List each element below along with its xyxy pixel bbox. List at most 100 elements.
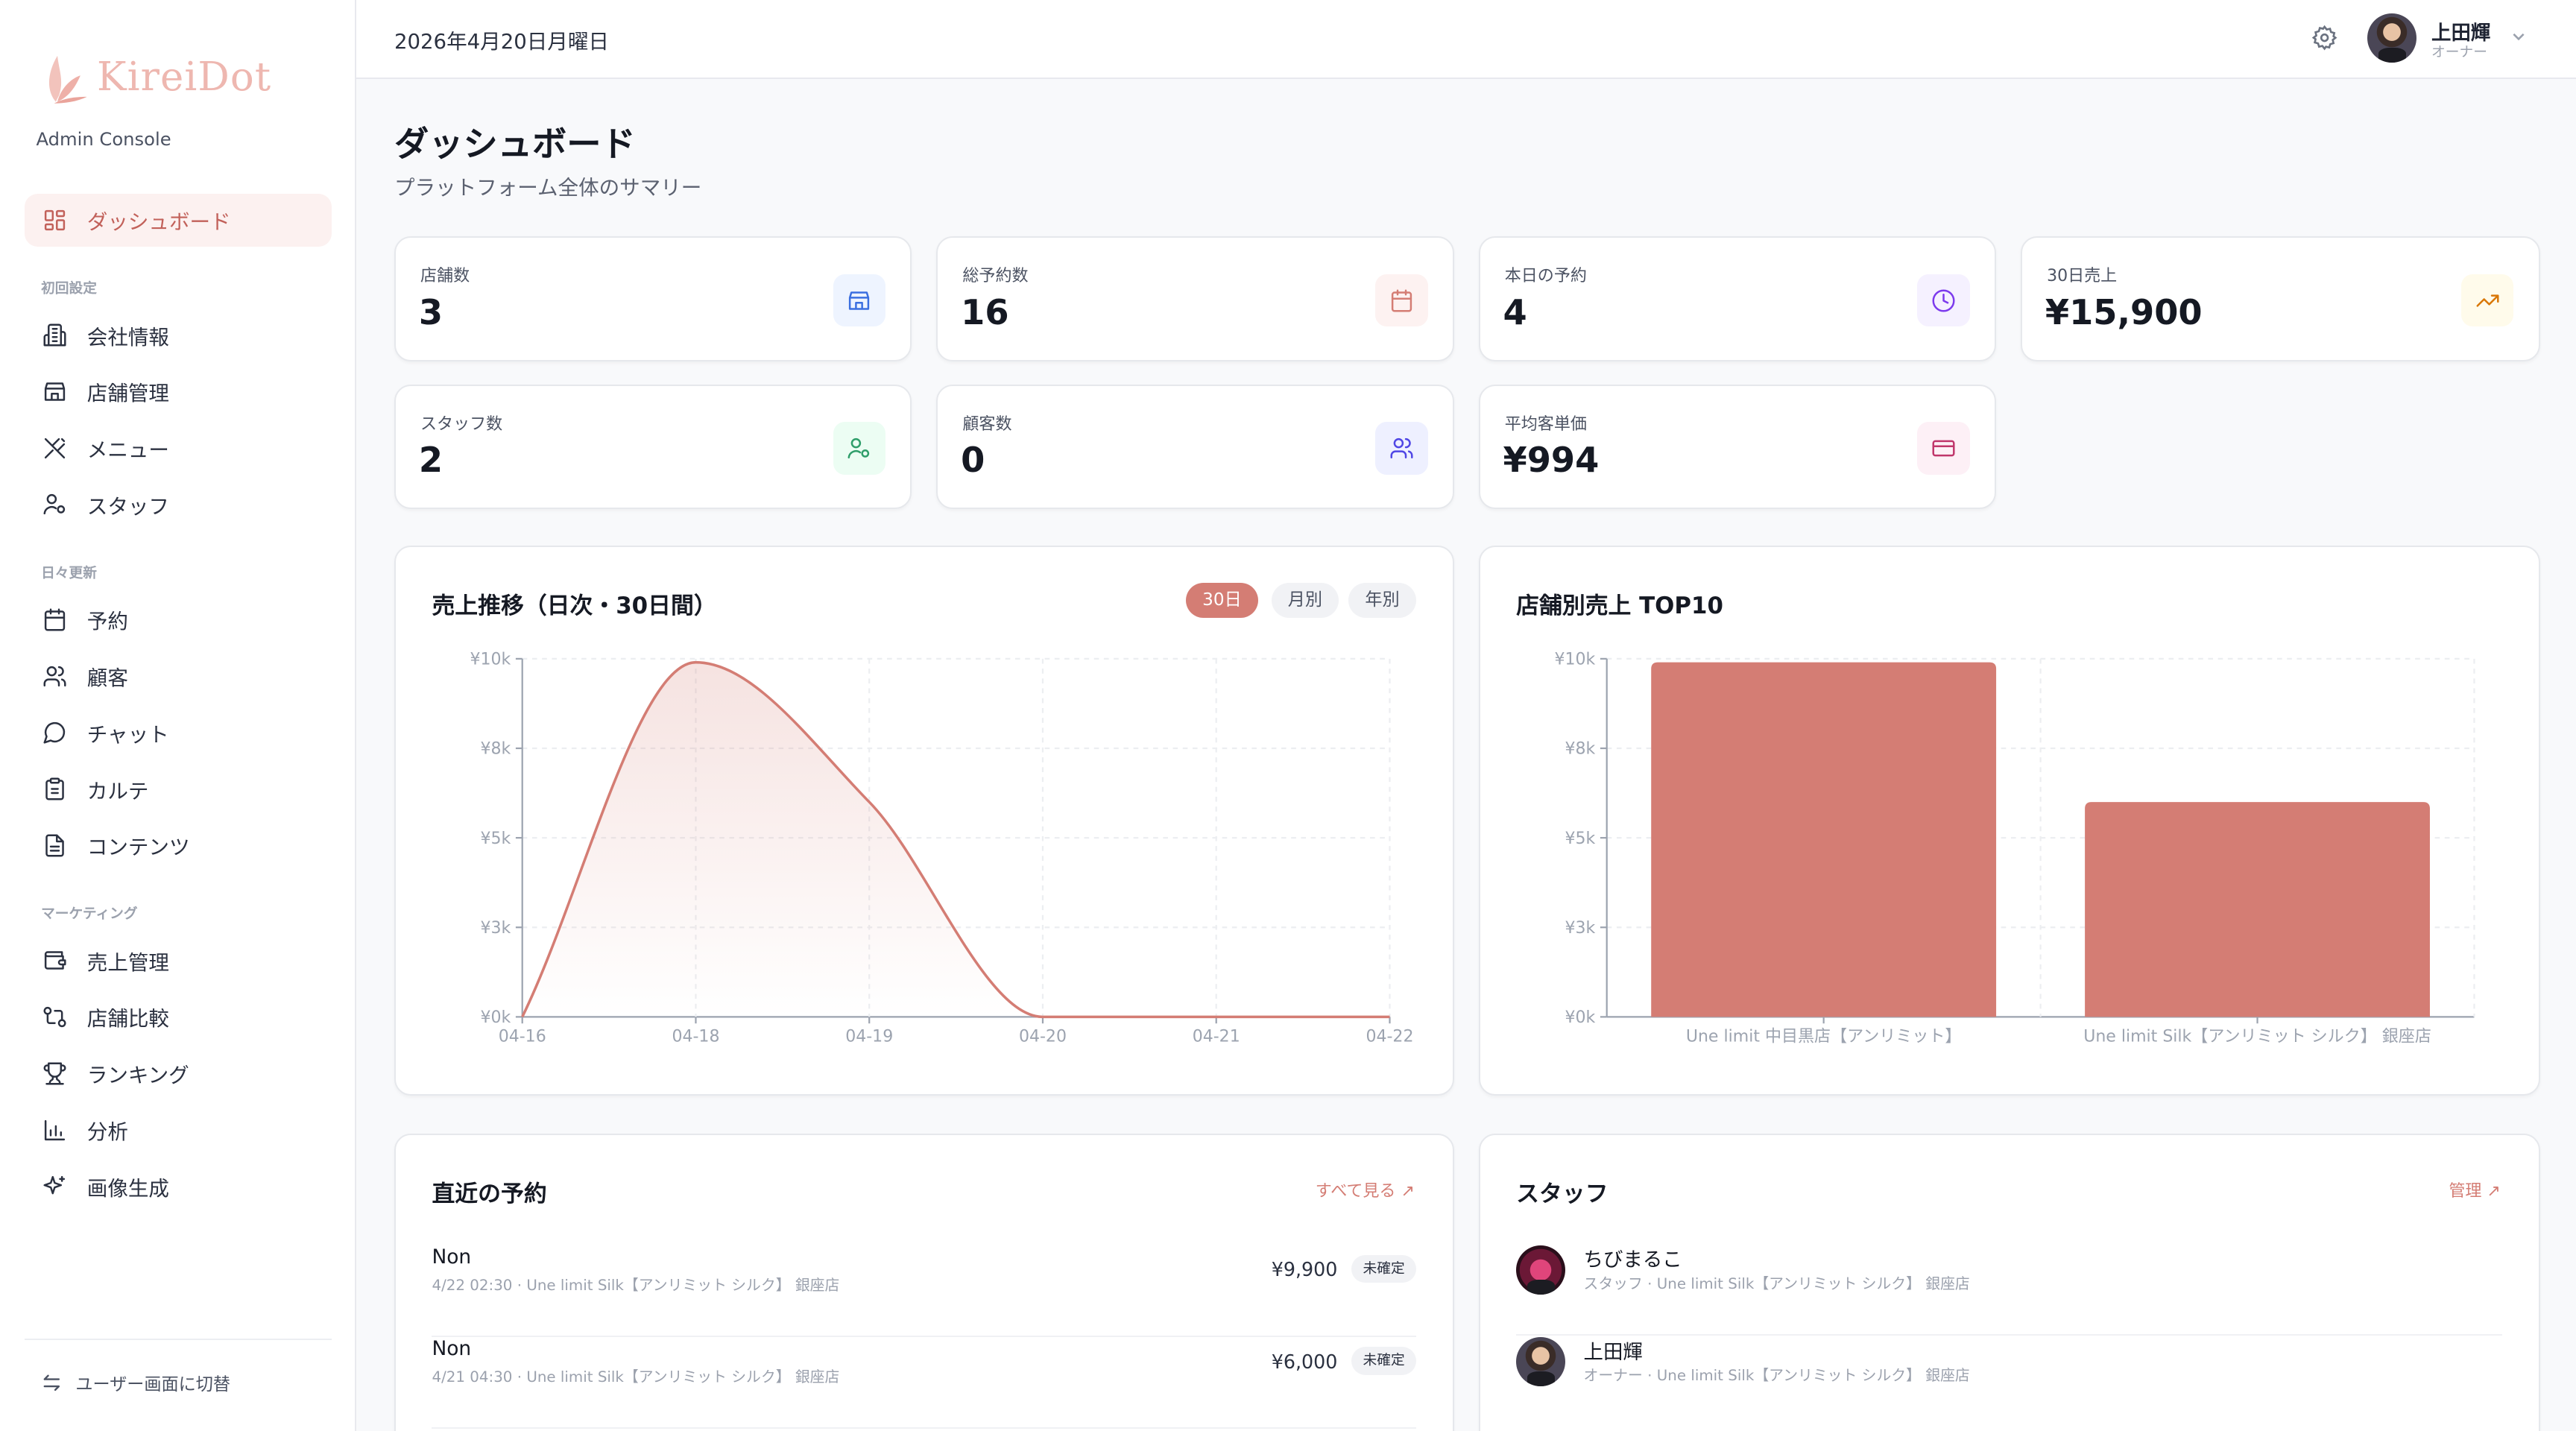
range-tab-30days[interactable]: 30日	[1186, 583, 1258, 618]
clipboard-icon	[45, 777, 65, 800]
stat-label: スタッフ数	[420, 414, 503, 434]
stat-icon-badge	[1375, 422, 1428, 475]
range-tab-yearly[interactable]: 年別	[1348, 583, 1416, 618]
recent-reservations-panel: 直近の予約 すべて見る ↗ Non 4/22 02:30 · Une limit…	[394, 1133, 1454, 1431]
sales-area-fill	[522, 662, 1390, 1017]
user-avatar[interactable]	[2367, 13, 2417, 63]
reservation-detail: 4/21 04:30 · Une limit Silk【アンリミット シルク】 …	[432, 1368, 840, 1386]
x-tick-label: 04-18	[672, 1027, 719, 1046]
manage-staff-link[interactable]: 管理 ↗	[2449, 1182, 2501, 1201]
staff-row[interactable]: ちびまるこ スタッフ · Une limit Silk【アンリミット シルク】 …	[1516, 1243, 2503, 1336]
stat-value: 3	[418, 292, 443, 333]
sidebar-item-chat[interactable]: チャット	[25, 707, 332, 759]
stat-icon-badge	[833, 274, 886, 327]
y-tick-label: ¥8k	[480, 739, 511, 758]
calendar-icon	[1391, 289, 1412, 312]
stat-label: 平均客単価	[1504, 414, 1587, 434]
staff-avatar	[1516, 1336, 1566, 1387]
stat-value: ¥15,900	[2045, 292, 2203, 333]
trophy-icon	[43, 1062, 66, 1085]
sparkles-icon	[43, 1176, 66, 1195]
stat-icon-badge	[2460, 274, 2514, 327]
x-tick-label: 04-19	[845, 1027, 893, 1046]
brand-subtitle: Admin Console	[36, 127, 171, 150]
staff-row[interactable]: 上田輝 オーナー · Une limit Silk【アンリミット シルク】 銀座…	[1516, 1336, 2502, 1427]
sidebar-item-users[interactable]: 顧客	[25, 650, 332, 703]
y-tick-label: ¥10k	[470, 650, 511, 669]
wallet-icon	[45, 951, 66, 970]
sidebar-item-building[interactable]: 会社情報	[25, 309, 332, 361]
leaf-logo-icon	[49, 55, 87, 104]
sidebar-item-compare[interactable]: 店舗比較	[25, 991, 332, 1043]
sidebar-item-label: 会社情報	[86, 325, 169, 350]
stat-label: 総予約数	[962, 267, 1029, 286]
switch-to-user-view-button[interactable]: ユーザー画面に切替	[25, 1339, 332, 1395]
stat-value: 4	[1503, 292, 1527, 333]
stat-icon-badge	[1917, 422, 1970, 475]
x-tick-label: 04-22	[1366, 1027, 1413, 1046]
stat-label: 顧客数	[962, 414, 1012, 434]
view-all-link[interactable]: すべて見る ↗	[1315, 1182, 1415, 1201]
sidebar-item-user-cog[interactable]: スタッフ	[25, 478, 332, 531]
sidebar-item-file[interactable]: コンテンツ	[25, 819, 332, 872]
staff-title: スタッフ	[1516, 1180, 1609, 1207]
file-icon	[45, 834, 65, 857]
x-tick-label: 04-16	[499, 1027, 546, 1046]
sales-trend-panel: 売上推移（日次・30日間） 30日 月別 年別 ¥0k ¥3k ¥5k ¥8k ¥10k…	[394, 545, 1454, 1096]
stat-value: 16	[961, 292, 1009, 333]
reservation-row[interactable]: Non 4/21 04:30 · Une limit Silk【アンリミット シ…	[432, 1336, 1417, 1430]
stat-icon-badge	[1917, 274, 1970, 327]
stat-card: 30日売上 ¥15,900	[2021, 236, 2540, 361]
y-tick-label: ¥8k	[1565, 739, 1595, 758]
user-name[interactable]: 上田輝	[2431, 22, 2491, 45]
bar	[2084, 801, 2430, 1017]
gear-icon[interactable]	[2311, 25, 2337, 51]
range-tab-monthly[interactable]: 月別	[1271, 583, 1339, 618]
sidebar-item-dashboard[interactable]: ダッシュボード	[25, 194, 332, 247]
stat-label: 本日の予約	[1504, 267, 1587, 286]
sidebar-item-label: ダッシュボード	[86, 210, 231, 235]
sidebar: KireiDot Admin Console ダッシュボード 初回設定 会社情報 店舗…	[0, 0, 357, 1431]
credit-card-icon	[1932, 440, 1955, 457]
sidebar-item-calendar[interactable]: 予約	[25, 593, 332, 646]
trending-up-icon	[2476, 294, 2499, 307]
user-cog-icon	[43, 494, 66, 515]
reservation-price: ¥9,900	[1271, 1258, 1338, 1281]
current-date: 2026年4月20日月曜日	[394, 30, 609, 54]
y-tick-label: ¥0k	[1565, 1008, 1595, 1027]
sidebar-item-label: 売上管理	[86, 950, 169, 975]
brand-logo[interactable]: KireiDot	[41, 49, 271, 105]
sidebar-item-clipboard[interactable]: カルテ	[25, 762, 332, 815]
sidebar-item-label: ランキング	[86, 1064, 189, 1088]
sidebar-item-label: 店舗管理	[86, 382, 169, 406]
sidebar-item-label: スタッフ	[86, 494, 169, 519]
stat-value: ¥994	[1503, 440, 1600, 481]
building-icon	[43, 323, 66, 347]
sidebar-item-label: 分析	[86, 1120, 128, 1145]
sidebar-item-label: 予約	[86, 610, 128, 634]
sidebar-item-store[interactable]: 店舗管理	[25, 365, 332, 418]
chevron-down-icon[interactable]	[2510, 28, 2527, 44]
user-cog-icon	[847, 437, 870, 459]
sidebar-item-utensils[interactable]: メニュー	[25, 422, 332, 475]
bar	[1650, 662, 1996, 1017]
stat-card: 顧客数 0	[936, 384, 1454, 510]
compare-icon	[43, 1006, 66, 1028]
sales-line	[521, 660, 1390, 1018]
sidebar-item-bar-chart[interactable]: 分析	[25, 1104, 332, 1157]
calendar-icon	[45, 608, 66, 631]
sidebar-item-label: コンテンツ	[86, 835, 190, 860]
stat-value: 2	[418, 440, 443, 481]
x-tick-label: Une limit Silk【アンリミット シルク】 銀座店	[2083, 1027, 2431, 1046]
reservation-price: ¥6,000	[1271, 1350, 1338, 1373]
sidebar-item-sparkles[interactable]: 画像生成	[25, 1160, 332, 1213]
reservation-row[interactable]: Non 4/22 02:30 · Une limit Silk【アンリミット シ…	[432, 1245, 1417, 1337]
y-tick-label: ¥0k	[480, 1008, 511, 1027]
customer-name: Non	[432, 1336, 472, 1360]
clock-icon	[1932, 289, 1955, 312]
sidebar-item-wallet[interactable]: 売上管理	[25, 934, 332, 987]
sidebar-item-trophy[interactable]: ランキング	[25, 1047, 332, 1100]
store-icon	[849, 291, 870, 310]
chat-icon	[43, 722, 66, 744]
user-role: オーナー	[2431, 45, 2487, 61]
